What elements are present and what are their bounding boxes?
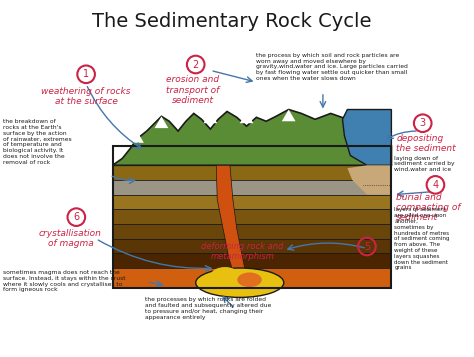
Polygon shape <box>112 110 392 165</box>
Polygon shape <box>112 209 392 224</box>
Text: 6: 6 <box>73 212 79 222</box>
Polygon shape <box>155 116 168 128</box>
Polygon shape <box>112 268 392 288</box>
Polygon shape <box>240 111 254 123</box>
Polygon shape <box>282 110 295 121</box>
Text: the process by which soil and rock particles are
worn away and moved elsewhere b: the process by which soil and rock parti… <box>256 53 408 81</box>
Polygon shape <box>112 239 392 253</box>
Text: deforming rock and
metamorphism: deforming rock and metamorphism <box>201 242 284 261</box>
Ellipse shape <box>237 272 262 287</box>
Ellipse shape <box>210 267 240 285</box>
Text: depositing
the sediment: depositing the sediment <box>396 134 456 154</box>
Text: 2: 2 <box>192 60 199 70</box>
Polygon shape <box>112 224 392 239</box>
Ellipse shape <box>196 268 284 297</box>
Polygon shape <box>112 253 392 268</box>
Polygon shape <box>216 165 250 292</box>
Polygon shape <box>112 165 392 180</box>
Text: 1: 1 <box>83 69 89 79</box>
Text: weathering of rocks
at the surface: weathering of rocks at the surface <box>41 87 131 106</box>
Text: sometimes magma does not reach the
surface. Instead, it stays within the crust
w: sometimes magma does not reach the surfa… <box>3 270 126 292</box>
Polygon shape <box>130 131 144 143</box>
Text: erosion and
transport of
sediment: erosion and transport of sediment <box>166 75 219 105</box>
Text: burial and
compacting of
sediment: burial and compacting of sediment <box>396 193 461 222</box>
Text: 5: 5 <box>364 241 370 252</box>
Text: crystallisation
of magma: crystallisation of magma <box>39 229 102 248</box>
Text: 4: 4 <box>432 180 438 190</box>
Polygon shape <box>347 165 392 195</box>
Polygon shape <box>112 180 392 195</box>
Text: 3: 3 <box>419 118 426 128</box>
Text: the processes by which rocks are folded
and faulted and subsequently altered due: the processes by which rocks are folded … <box>145 297 271 320</box>
Text: layers of sediment
are piled one upon
another,
sometimes by
hundreds of metres
o: layers of sediment are piled one upon an… <box>394 207 450 270</box>
Text: the breakdown of
rocks at the Earth's
surface by the action
of rainwater, extrem: the breakdown of rocks at the Earth's su… <box>3 119 72 165</box>
Polygon shape <box>203 111 217 123</box>
Text: The Sedimentary Rock Cycle: The Sedimentary Rock Cycle <box>92 12 372 31</box>
Text: laying down of
sediment carried by
wind,water and ice: laying down of sediment carried by wind,… <box>394 156 455 172</box>
Polygon shape <box>112 195 392 209</box>
Polygon shape <box>343 110 392 165</box>
